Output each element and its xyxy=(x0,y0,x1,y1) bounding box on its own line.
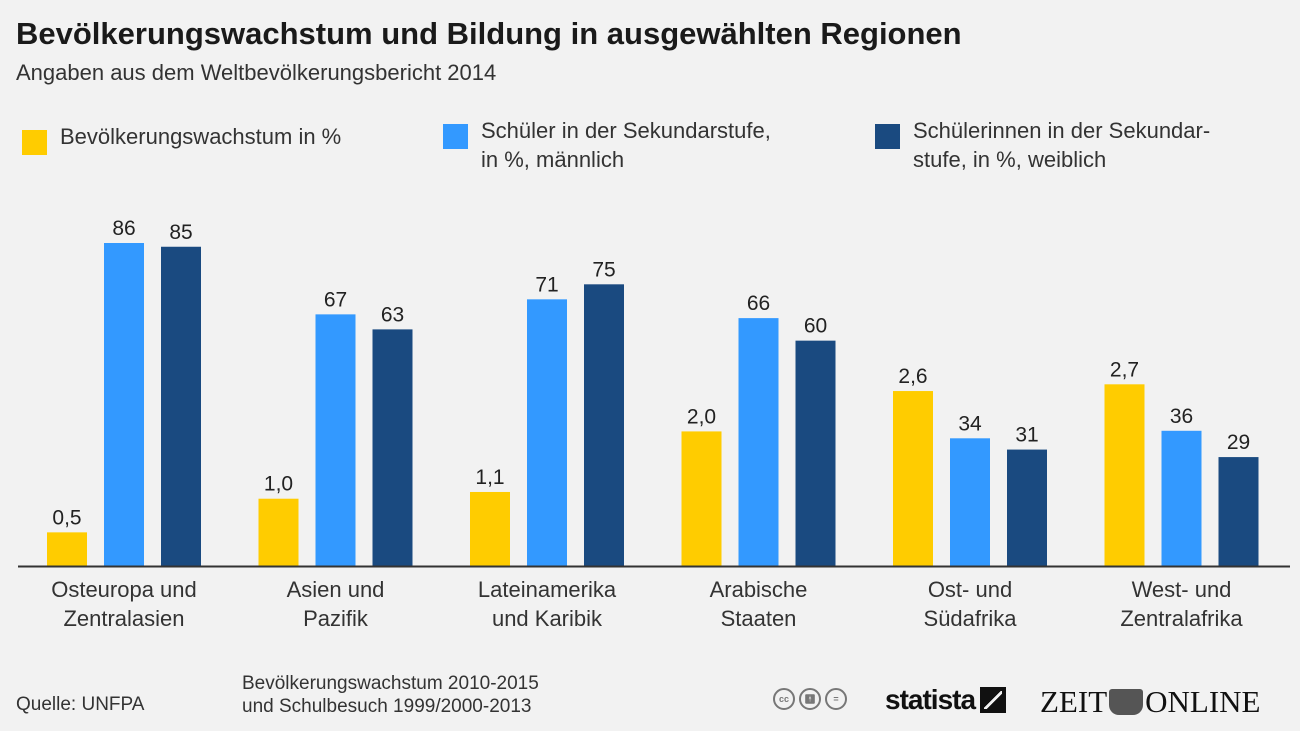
bar xyxy=(1104,384,1145,566)
data-label: 2,7 xyxy=(1110,358,1139,381)
legend-item-population-growth: Bevölkerungswachstum in % xyxy=(22,122,341,155)
statista-mark-icon xyxy=(980,687,1007,713)
category-label: Lateinamerika xyxy=(478,577,617,602)
bar xyxy=(795,340,836,566)
category-label: und Karibik xyxy=(492,606,603,631)
data-label: 66 xyxy=(747,292,770,315)
bar xyxy=(1218,457,1259,566)
bar-group: 1,0 67 63 Asien und Pazifik xyxy=(258,288,413,631)
category-label: Ost- und xyxy=(928,577,1012,602)
data-label: 36 xyxy=(1170,405,1193,428)
legend-item-male-students: Schüler in der Sekundarstufe, in %, männ… xyxy=(443,116,771,174)
bar xyxy=(315,314,356,566)
zeit-wordmark: ZEIT xyxy=(1040,684,1108,719)
zeit-online-logo[interactable]: ZEIT ONLINE xyxy=(1040,684,1261,720)
legend-swatch-yellow xyxy=(22,130,47,155)
bar-group: 2,0 66 60 Arabische Staaten xyxy=(681,292,836,631)
bar xyxy=(1161,430,1202,566)
zeit-crest-icon xyxy=(1109,689,1144,715)
data-label: 34 xyxy=(958,412,982,435)
category-label: West- und xyxy=(1132,577,1232,602)
legend-label: Schülerinnen in der Sekundar- stufe, in … xyxy=(913,118,1211,172)
bar xyxy=(584,284,624,566)
online-wordmark: ONLINE xyxy=(1145,684,1261,719)
cc-icon: cc xyxy=(773,688,795,710)
creative-commons-icons[interactable]: cc 🚹︎ = xyxy=(773,688,847,710)
category-label: Zentralasien xyxy=(63,606,184,631)
bar xyxy=(258,498,299,566)
legend-item-female-students: Schülerinnen in der Sekundar- stufe, in … xyxy=(875,116,1210,174)
bar-group: 1,1 71 75 Lateinamerika und Karibik xyxy=(470,258,624,631)
data-label: 29 xyxy=(1227,431,1250,454)
data-label: 1,0 xyxy=(264,473,293,496)
bar xyxy=(1007,449,1047,566)
bar xyxy=(161,246,201,567)
bar-group: 2,6 34 31 Ost- und Südafrika xyxy=(893,365,1047,631)
data-label: 86 xyxy=(112,217,135,240)
data-label: 2,0 xyxy=(687,405,716,428)
category-label: Arabische xyxy=(710,577,808,602)
chart-subtitle: Angaben aus dem Weltbevölkerungsbericht … xyxy=(16,60,497,85)
data-label: 60 xyxy=(804,315,827,338)
data-label: 0,5 xyxy=(52,506,81,529)
data-label: 75 xyxy=(592,258,615,281)
legend-swatch-dark-blue xyxy=(875,124,900,149)
data-label: 31 xyxy=(1015,424,1038,447)
data-label: 85 xyxy=(169,221,192,244)
statista-wordmark: statista xyxy=(885,684,976,715)
bar xyxy=(104,243,144,566)
bar xyxy=(950,438,990,566)
bar xyxy=(893,391,933,566)
legend-label: Schüler in der Sekundarstufe, in %, männ… xyxy=(481,118,771,172)
statista-logo[interactable]: statista xyxy=(885,684,1007,716)
footnote-text: Bevölkerungswachstum 2010-2015 und Schul… xyxy=(242,673,539,717)
data-label: 63 xyxy=(381,303,404,326)
data-label: 71 xyxy=(535,273,558,296)
bar xyxy=(738,318,779,566)
data-label: 1,1 xyxy=(475,466,504,489)
category-label: Pazifik xyxy=(303,606,369,631)
bar-chart: 0,5 86 85 Osteuropa und Zentralasien 1,0 67 63 A… xyxy=(18,217,1290,631)
legend-swatch-light-blue xyxy=(443,124,468,149)
source-text: Quelle: UNFPA xyxy=(16,694,145,715)
category-label: Asien und xyxy=(287,577,385,602)
bar-group: 2,7 36 29 West- und Zentralafrika xyxy=(1104,358,1259,631)
bar xyxy=(527,299,567,566)
data-label: 2,6 xyxy=(898,365,927,388)
bar-group: 0,5 86 85 Osteuropa und Zentralasien xyxy=(47,217,201,631)
bar xyxy=(372,329,413,566)
category-label: Zentralafrika xyxy=(1120,606,1243,631)
chart-title: Bevölkerungswachstum und Bildung in ausg… xyxy=(16,16,962,51)
bar xyxy=(681,431,722,566)
category-label: Osteuropa und xyxy=(51,577,197,602)
bar xyxy=(470,491,510,566)
data-label: 67 xyxy=(324,288,347,311)
attribution-person-icon: 🚹︎ xyxy=(799,688,821,710)
category-label: Staaten xyxy=(721,606,797,631)
no-derivatives-equals-icon: = xyxy=(825,688,847,710)
category-label: Südafrika xyxy=(924,606,1018,631)
bar xyxy=(47,532,87,566)
legend-label: Bevölkerungswachstum in % xyxy=(60,124,342,149)
